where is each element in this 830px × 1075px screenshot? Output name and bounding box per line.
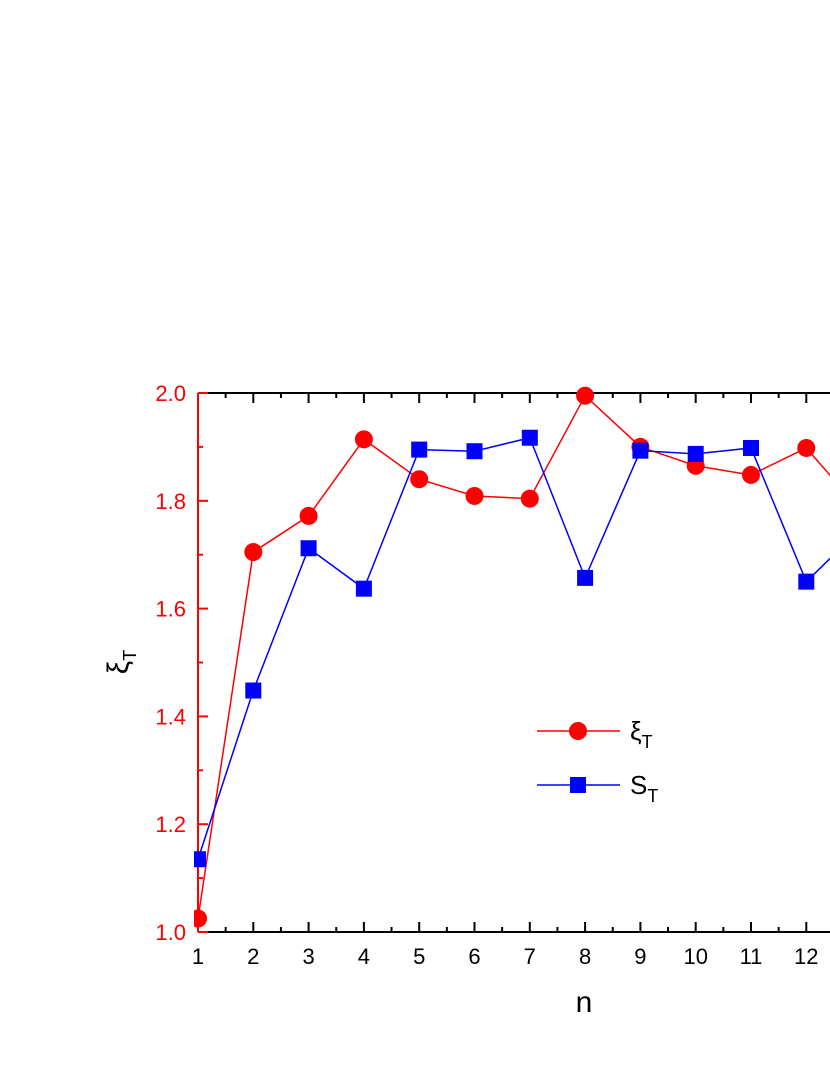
data-point-xi — [520, 489, 539, 508]
x-tick-label: 4 — [358, 944, 370, 969]
y-axis-title-main: ξ — [102, 661, 135, 674]
data-point-xi — [410, 470, 429, 489]
data-point-s — [521, 429, 538, 446]
data-point-s — [245, 682, 262, 699]
data-point-s — [411, 441, 428, 458]
y-tick-label: 1.0 — [155, 920, 186, 945]
legend-label-s: ST — [630, 770, 658, 806]
data-point-s — [355, 580, 372, 597]
data-point-s — [687, 445, 704, 462]
legend-label-main: S — [630, 770, 647, 800]
x-tick-label: 11 — [740, 944, 763, 969]
legend-label-sub: T — [647, 786, 658, 806]
x-tick-label: 3 — [302, 944, 314, 969]
x-tick-label: 12 — [794, 944, 818, 969]
series-layer — [194, 386, 830, 928]
data-point-xi — [354, 430, 373, 449]
x-tick-label: 2 — [247, 944, 259, 969]
data-point-s — [466, 443, 483, 460]
x-tick-label: 9 — [634, 944, 646, 969]
x-tick-label: 1 — [192, 944, 204, 969]
legend-label-xi: ξT — [630, 716, 653, 752]
data-point-xi — [194, 909, 207, 928]
axes — [197, 392, 830, 933]
data-point-s — [194, 851, 206, 868]
y-axis-title: ξT — [102, 650, 140, 674]
data-point-s — [632, 442, 649, 459]
data-point-s — [577, 569, 594, 586]
x-tick-label: 5 — [413, 944, 425, 969]
x-tick-label: 10 — [683, 944, 707, 969]
x-tick-label: 7 — [524, 944, 536, 969]
data-point-xi — [465, 486, 484, 505]
y-tick-label: 1.6 — [155, 597, 186, 622]
x-tick-label: 6 — [468, 944, 480, 969]
legend-label-main: ξ — [630, 716, 642, 746]
y-tick-label: 1.8 — [155, 489, 186, 514]
series-line-xi — [197, 394, 830, 919]
y-tick-label: 1.4 — [155, 704, 186, 729]
legend-marker-xi — [569, 722, 587, 740]
series-line-s — [197, 436, 830, 860]
y-tick-label: 2.0 — [155, 381, 186, 406]
data-point-s — [798, 573, 815, 590]
x-tick-label: 8 — [579, 944, 591, 969]
y-tick-label: 1.2 — [155, 812, 186, 837]
data-point-xi — [742, 465, 760, 484]
data-point-xi — [299, 506, 318, 525]
y-axis-title-sub: T — [120, 650, 140, 661]
data-point-xi — [244, 543, 263, 562]
legend-marker-s — [570, 777, 586, 793]
data-point-s — [300, 540, 317, 557]
data-point-xi — [797, 438, 816, 457]
data-point-s — [743, 439, 759, 456]
legend-label-sub: T — [642, 732, 653, 752]
data-point-xi — [576, 386, 595, 405]
x-axis-title: n — [576, 986, 593, 1019]
